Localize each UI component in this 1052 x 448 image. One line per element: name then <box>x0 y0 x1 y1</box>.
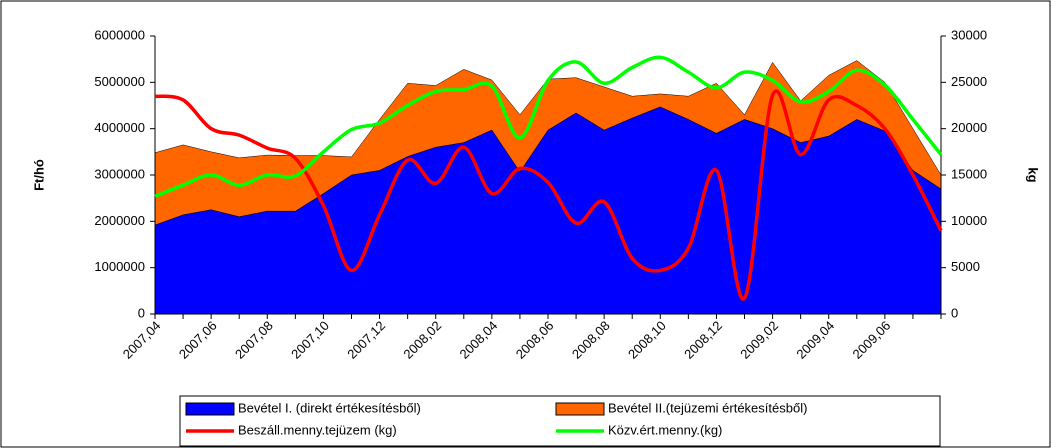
y2-tick-label: 25000 <box>951 74 987 89</box>
y-tick-label: 6000000 <box>94 27 145 42</box>
y2-tick-label: 10000 <box>951 213 987 228</box>
legend-swatch <box>555 402 605 416</box>
y2-tick-label: 0 <box>951 305 958 320</box>
y-tick-label: 4000000 <box>94 120 145 135</box>
legend-label: Beszáll.menny.tejüzem (kg) <box>238 422 397 437</box>
line <box>154 55 943 198</box>
y-tick-label: 2000000 <box>94 213 145 228</box>
y2-tick-label: 15000 <box>951 166 987 181</box>
y-tick-label: 1000000 <box>94 259 145 274</box>
y-tick-label: 3000000 <box>94 166 145 181</box>
y2-tick-label: 5000 <box>951 259 980 274</box>
legend-box <box>179 395 941 447</box>
y2-tick-label: 30000 <box>951 27 987 42</box>
legend-swatch <box>185 402 235 416</box>
y-axis-title: Ft/hó <box>31 159 46 191</box>
y-tick-label: 0 <box>138 305 145 320</box>
y2-axis-title: kg <box>1026 167 1041 182</box>
line <box>154 89 943 301</box>
legend-label: Bevétel I. (direkt értékesítésből) <box>238 400 421 415</box>
legend-label: Bevétel II.(tejüzemi értékesítésből) <box>608 400 807 415</box>
y-tick-label: 5000000 <box>94 74 145 89</box>
legend-label: Közv.ért.menny.(kg) <box>608 422 722 437</box>
y2-tick-label: 20000 <box>951 120 987 135</box>
